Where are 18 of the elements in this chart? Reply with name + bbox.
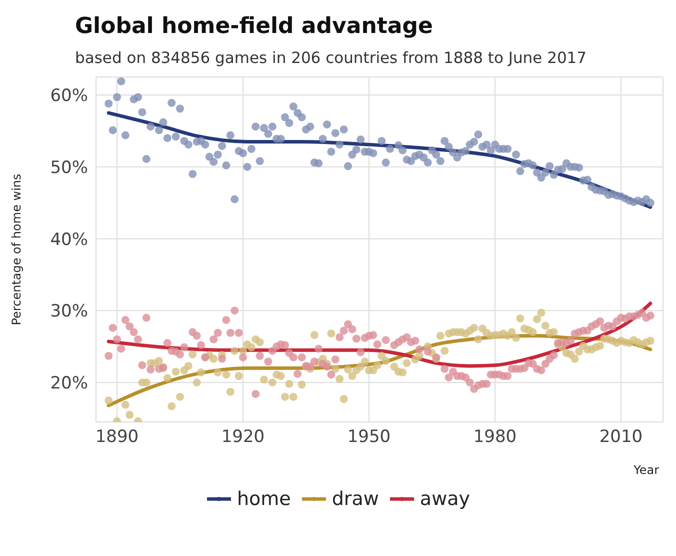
y-tick-label: 60% [50, 86, 88, 106]
x-tick-label: 1950 [347, 427, 391, 448]
y-tick-label: 30% [50, 302, 88, 322]
legend-label: draw [332, 488, 379, 510]
x-axis-title: Year [632, 463, 660, 477]
y-tick-label: 50% [50, 158, 88, 178]
y-axis-title: Percentage of home wins [9, 174, 24, 326]
x-tick-label: 1980 [473, 427, 517, 448]
x-tick-label: 1920 [221, 427, 265, 448]
x-tick-label: 1890 [95, 427, 139, 448]
y-tick-label: 40% [50, 230, 88, 250]
y-tick-label: 20% [50, 374, 88, 394]
line-series [106, 302, 652, 368]
chart-subtitle: based on 834856 games in 206 countries from 1888 to June 2017 [75, 49, 588, 67]
legend-label: away [420, 488, 470, 510]
x-tick-label: 2010 [599, 427, 643, 448]
legend-label: home [236, 488, 291, 510]
chart-title: Global home-field advantage [75, 14, 434, 39]
